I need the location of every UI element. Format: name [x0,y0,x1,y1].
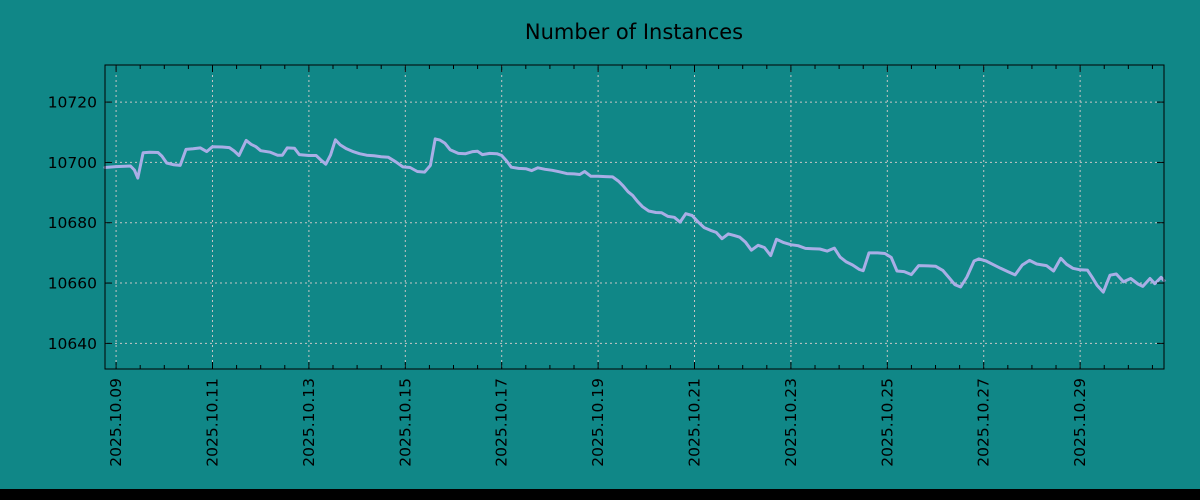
x-tick-label: 2025.10.29 [1071,378,1089,467]
x-tick-label: 2025.10.27 [975,378,993,467]
chart-title: Number of Instances [525,20,743,44]
y-tick-label: 10640 [48,335,97,353]
axes [104,64,1165,370]
x-tick-label: 2025.10.11 [203,378,221,467]
x-tick-label: 2025.10.23 [782,378,800,467]
line-chart: 2025.10.09 2025.10.11 2025.10.13 2025.10.15… [48,20,1166,467]
tick-labels: 2025.10.09 2025.10.11 2025.10.13 2025.10.15… [48,94,1089,467]
x-tick-label: 2025.10.25 [878,378,896,467]
bottom-bar [0,489,1200,500]
gridlines [105,65,1164,369]
y-tick-label: 10680 [48,214,97,232]
x-tick-label: 2025.10.19 [589,378,607,467]
series-line-instances [103,137,1166,294]
series-layer [103,137,1166,294]
y-tick-label: 10660 [48,275,97,293]
x-tick-label: 2025.10.21 [686,378,704,467]
x-tick-label: 2025.10.13 [300,378,318,467]
y-tick-label: 10700 [48,154,97,172]
y-tick-label: 10720 [48,94,97,112]
x-tick-label: 2025.10.09 [107,378,125,467]
x-tick-label: 2025.10.17 [493,378,511,467]
plot-border [104,64,1165,370]
x-tick-label: 2025.10.15 [396,378,414,467]
